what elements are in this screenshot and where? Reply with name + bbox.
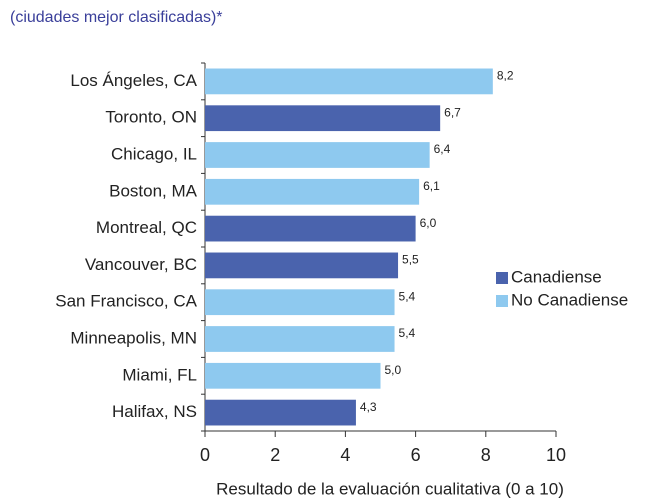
value-label: 6,0 xyxy=(420,216,437,230)
x-tick-label: 10 xyxy=(546,445,566,465)
bar xyxy=(205,399,356,426)
legend-label: Canadiense xyxy=(511,267,602,286)
y-tick-label: Los Ángeles, CA xyxy=(70,71,197,90)
y-tick-label: Toronto, ON xyxy=(105,108,197,127)
y-tick-label: Halifax, NS xyxy=(112,402,197,421)
chart-title: (ciudades mejor clasificadas)* xyxy=(10,9,223,26)
bar xyxy=(205,105,441,132)
x-tick-label: 8 xyxy=(481,445,491,465)
bar xyxy=(205,142,430,168)
y-tick-label: Boston, MA xyxy=(109,181,198,200)
y-tick-label: Minneapolis, MN xyxy=(70,328,197,347)
bar xyxy=(205,252,399,279)
bar xyxy=(205,362,381,389)
value-label: 6,7 xyxy=(444,105,461,119)
y-tick-label: Vancouver, BC xyxy=(85,255,197,274)
bar xyxy=(205,68,493,95)
legend-swatch xyxy=(496,295,508,307)
bar xyxy=(205,326,395,352)
x-tick-label: 0 xyxy=(200,445,210,465)
bar xyxy=(205,178,420,205)
value-label: 5,0 xyxy=(385,363,402,377)
y-tick-label: Miami, FL xyxy=(122,365,197,384)
value-label: 5,4 xyxy=(399,289,416,303)
value-label: 8,2 xyxy=(497,69,514,83)
y-tick-label: Chicago, IL xyxy=(111,144,197,163)
legend-label: No Canadiense xyxy=(511,290,628,309)
value-label: 6,4 xyxy=(434,142,451,156)
y-tick-label: San Francisco, CA xyxy=(55,292,197,311)
value-label: 4,3 xyxy=(360,400,377,414)
value-label: 6,1 xyxy=(423,179,440,193)
x-axis-label: Resultado de la evaluación cualitativa (… xyxy=(216,479,564,498)
x-tick-label: 6 xyxy=(411,445,421,465)
legend-swatch xyxy=(496,272,508,284)
value-label: 5,4 xyxy=(399,326,416,340)
x-tick-label: 2 xyxy=(270,445,280,465)
bar xyxy=(205,215,416,242)
y-tick-label: Montreal, QC xyxy=(96,218,197,237)
x-tick-label: 4 xyxy=(340,445,350,465)
value-label: 5,5 xyxy=(402,253,419,267)
bar xyxy=(205,289,395,316)
